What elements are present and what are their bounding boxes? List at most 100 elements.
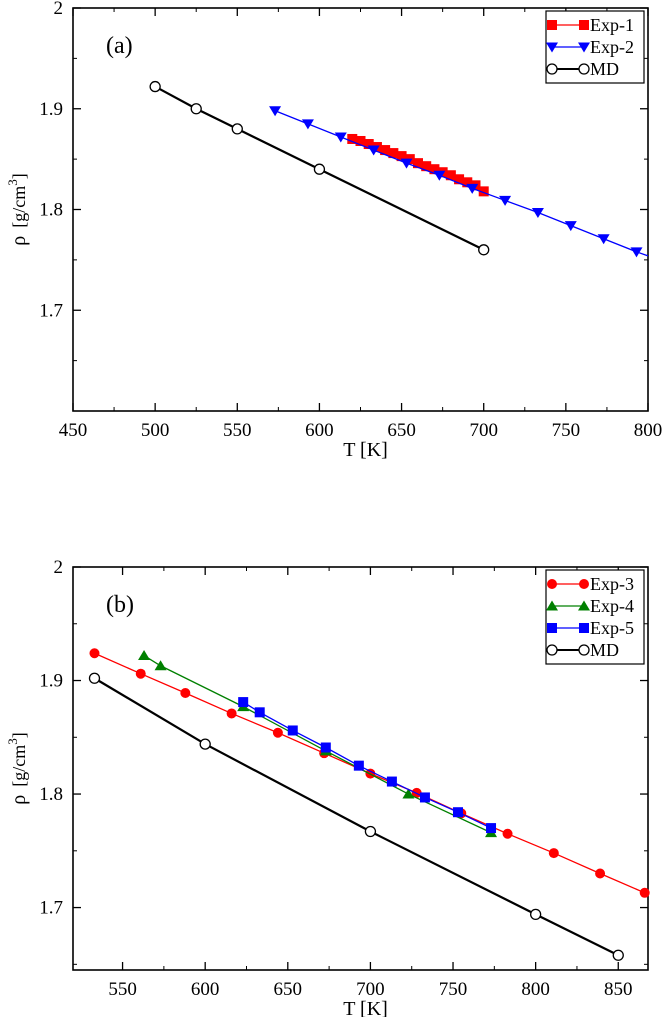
data-point	[154, 660, 167, 671]
data-point	[499, 195, 512, 206]
data-point	[639, 887, 650, 898]
legend-marker	[578, 644, 590, 656]
legend-marker	[546, 42, 558, 53]
data-point	[272, 727, 283, 738]
y-axis-label-exponent: 3	[5, 738, 20, 745]
data-point	[454, 174, 465, 185]
legend-label: Exp-1	[590, 15, 634, 35]
x-tick-label: 550	[108, 979, 137, 1000]
data-point	[226, 708, 237, 719]
y-tick-label: 2	[54, 0, 64, 19]
data-point	[138, 650, 151, 661]
data-point	[313, 163, 326, 175]
y-axis-label-unit: [g/cm	[9, 745, 29, 787]
y-axis-label-close: ]	[9, 173, 29, 179]
y-tick-label: 1.7	[39, 300, 63, 321]
y-tick-label: 1.9	[39, 671, 63, 692]
data-point	[597, 234, 610, 245]
data-point	[347, 133, 358, 144]
data-point	[429, 164, 440, 175]
panel-label: (a)	[106, 33, 133, 59]
data-point	[269, 106, 282, 117]
data-point	[301, 119, 314, 130]
legend-marker	[578, 63, 590, 75]
x-tick-label: 700	[469, 420, 498, 441]
data-point	[478, 186, 489, 197]
x-tick-label: 800	[521, 979, 550, 1000]
x-tick-label: 450	[59, 420, 88, 441]
data-point	[135, 668, 146, 679]
legend-marker	[546, 63, 558, 75]
legend-label: Exp-4	[590, 596, 634, 616]
data-point	[413, 158, 423, 169]
y-tick-label: 1.8	[39, 784, 63, 805]
data-point	[445, 170, 456, 181]
data-point	[595, 868, 606, 879]
y-axis-label-symbol: ρ	[8, 236, 30, 246]
data-point	[364, 825, 377, 838]
series-md	[149, 80, 490, 256]
data-point	[419, 792, 430, 803]
legend-box	[545, 569, 645, 665]
data-point	[89, 648, 100, 659]
data-point	[254, 707, 265, 718]
x-axis-label: T [K]	[343, 998, 388, 1017]
legend-marker	[547, 579, 557, 589]
data-point	[612, 949, 624, 961]
legend-marker	[578, 600, 590, 611]
y-tick-label: 1.8	[39, 200, 63, 221]
legend-marker	[579, 579, 589, 589]
series-exp-5	[238, 697, 497, 834]
y-axis-label: ρ [g/cm3]	[5, 173, 30, 245]
data-point	[630, 247, 643, 258]
legend-marker	[546, 600, 558, 611]
data-point	[486, 823, 497, 834]
data-point	[388, 148, 399, 159]
x-axis-label: T [K]	[343, 439, 388, 461]
data-point	[548, 848, 559, 859]
data-point	[238, 697, 249, 708]
data-point	[478, 244, 490, 256]
legend-marker	[547, 623, 557, 633]
data-point	[466, 183, 479, 194]
y-axis-label: ρ [g/cm3]	[5, 732, 30, 804]
x-tick-label: 750	[552, 420, 581, 441]
legend-label: MD	[590, 59, 619, 79]
data-point	[355, 135, 366, 146]
data-point	[433, 170, 446, 181]
series-md	[88, 672, 624, 961]
data-point	[502, 828, 513, 839]
data-point	[386, 776, 397, 787]
data-point	[564, 221, 577, 232]
legend-marker	[578, 42, 590, 53]
data-point	[529, 908, 542, 921]
x-tick-label: 800	[634, 420, 663, 441]
legend-label: Exp-2	[590, 37, 634, 57]
data-point	[149, 80, 161, 93]
series-line	[143, 654, 492, 834]
y-tick-label: 2	[54, 557, 64, 578]
plot-frame	[72, 566, 649, 971]
data-point	[190, 103, 202, 115]
legend-marker	[546, 644, 558, 656]
y-tick-label: 1.9	[39, 99, 63, 120]
x-tick-label: 650	[274, 979, 303, 1000]
y-axis-label-unit: [g/cm	[9, 186, 29, 228]
legend-marker	[547, 20, 557, 30]
data-point	[531, 208, 544, 219]
data-point	[421, 161, 432, 172]
y-tick-label: 1.7	[39, 898, 63, 919]
chart-panel-b: 550 600 650 700 750 800 850 1.7 1.8 1.9 2 T [K] ρ [g/…	[5, 557, 650, 1017]
data-point	[400, 158, 413, 169]
chart-panel-a: 450 500 550 600 650 700 750 800 1.7 1.8 1.9 2 T [K] ρ…	[5, 0, 662, 461]
legend-label: Exp-5	[590, 618, 634, 638]
data-point	[353, 760, 364, 771]
panel-label: (b)	[106, 592, 134, 618]
data-point	[396, 151, 407, 162]
x-tick-label: 500	[141, 420, 170, 441]
x-tick-label: 600	[191, 979, 220, 1000]
series-exp-2	[269, 106, 648, 258]
